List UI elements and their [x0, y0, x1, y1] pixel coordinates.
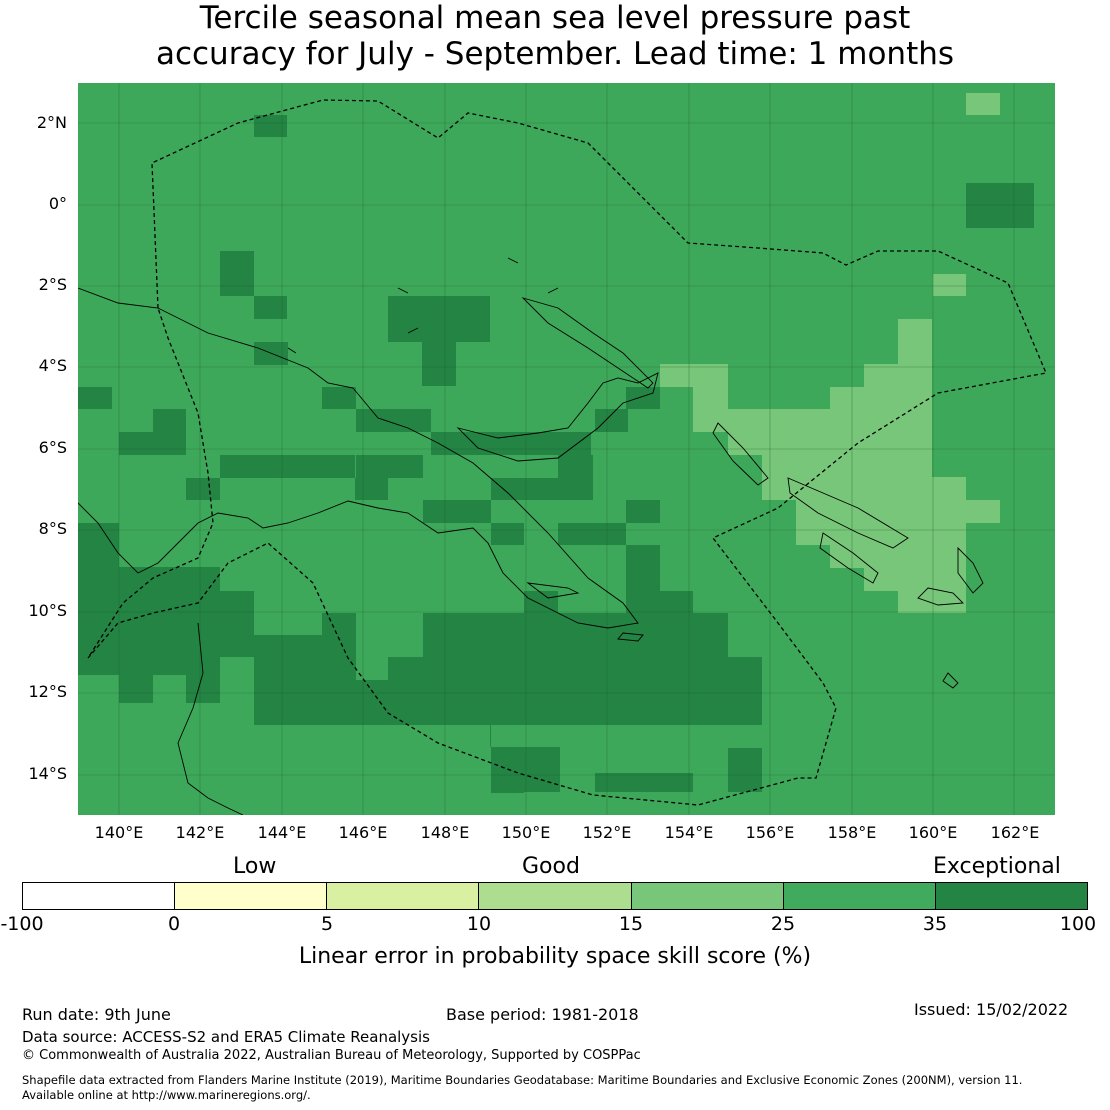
colorbar-segment [783, 883, 936, 909]
lat-label: 6°S [38, 438, 67, 457]
map-graticule [78, 83, 1055, 815]
colorbar-tick: 0 [167, 913, 181, 935]
colorbar-segment [327, 883, 480, 909]
lon-label: 152°E [582, 823, 632, 842]
map-title-line2: accuracy for July - September. Lead time… [155, 36, 955, 72]
lon-label: 146°E [338, 823, 388, 842]
colorbar-segment [175, 883, 328, 909]
legend-colorbar [22, 882, 1088, 910]
lat-label: 14°S [28, 764, 67, 783]
colorbar-tick: -100 [0, 913, 44, 935]
new-ireland-coast [521, 297, 654, 389]
lon-label: 156°E [745, 823, 795, 842]
legend-category-exceptional: Exceptional [933, 854, 1061, 879]
new-guinea-coast [78, 287, 639, 629]
vanuatu-coast [942, 672, 959, 689]
colorbar-tick: 35 [922, 913, 948, 935]
lat-label: 0° [48, 194, 67, 213]
lon-label: 142°E [175, 823, 225, 842]
map-title-line1: Tercile seasonal mean sea level pressure… [199, 0, 911, 36]
run-date: Run date: 9th June [22, 1005, 171, 1024]
legend-category-low: Low [233, 854, 277, 879]
coastlines [78, 257, 984, 815]
copyright: © Commonwealth of Australia 2022, Austra… [22, 1048, 641, 1063]
colorbar-segment [23, 883, 176, 909]
skill-map [78, 83, 1055, 815]
good-skill-pockets [119, 455, 626, 657]
colorbar-segment [479, 883, 632, 909]
lat-label: 2°S [38, 275, 67, 294]
colorbar-label: Linear error in probability space skill … [298, 944, 812, 969]
lon-label: 158°E [827, 823, 877, 842]
solomons-coast-4 [957, 546, 984, 594]
solomons-coast-3 [917, 587, 965, 606]
issued-date: Issued: 15/02/2022 [914, 1000, 1069, 1019]
lon-label: 140°E [94, 823, 144, 842]
shapefile-credit-line2: Available online at http://www.marinereg… [22, 1088, 311, 1102]
lon-label: 144°E [257, 823, 307, 842]
colorbar-tick: 15 [618, 913, 644, 935]
lon-label: 150°E [501, 823, 551, 842]
colorbar-tick: 10 [466, 913, 492, 935]
lon-label: 162°E [990, 823, 1040, 842]
shapefile-credit-line1: Shapefile data extracted from Flanders M… [22, 1073, 1023, 1087]
colorbar-tick: 5 [320, 913, 334, 935]
cape-york-coast [177, 622, 244, 815]
base-period: Base period: 1981-2018 [446, 1005, 639, 1024]
colorbar-tick: 25 [770, 913, 796, 935]
colorbar-tick: 100 [1059, 913, 1097, 935]
lat-label: 8°S [38, 519, 67, 538]
colorbar-segment [631, 883, 784, 909]
legend-category-good: Good [522, 854, 580, 879]
bougainville-coast [712, 422, 769, 486]
small-islands [287, 257, 559, 354]
map-title: Tercile seasonal mean sea level pressure… [0, 0, 1110, 72]
data-source: Data source: ACCESS-S2 and ERA5 Climate … [22, 1028, 430, 1046]
lon-label: 148°E [420, 823, 470, 842]
lat-label: 12°S [28, 682, 67, 701]
lat-label: 10°S [28, 601, 67, 620]
solomons-coast-1 [787, 477, 909, 549]
lon-label: 160°E [908, 823, 958, 842]
lat-label: 4°S [38, 356, 67, 375]
colorbar-segment [935, 883, 1087, 909]
lat-label: 2°N [36, 113, 67, 132]
solomons-coast-2 [819, 532, 879, 584]
eez-boundary [87, 99, 1047, 806]
exceptional-skill-region [78, 115, 1034, 793]
skill-map-canvas [78, 83, 1055, 815]
lon-label: 154°E [664, 823, 714, 842]
louisiade-islands [526, 582, 644, 642]
